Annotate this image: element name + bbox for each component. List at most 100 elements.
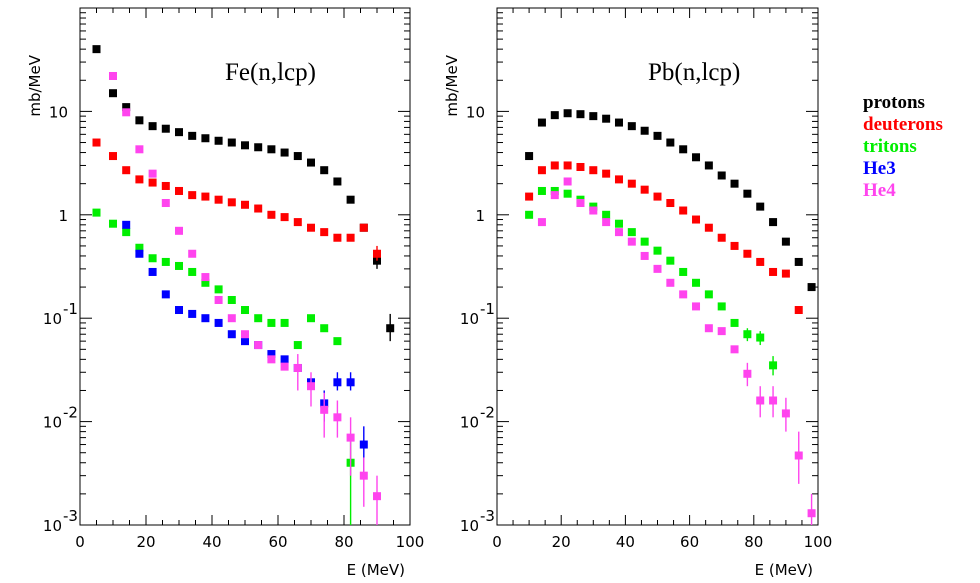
y-tick-exponent: -1 bbox=[480, 300, 495, 318]
data-point bbox=[769, 396, 778, 405]
data-point bbox=[769, 361, 778, 370]
y-tick-label: 10 bbox=[466, 103, 485, 121]
data-point bbox=[717, 302, 726, 311]
data-point bbox=[267, 355, 276, 364]
y-tick-label: 1 bbox=[58, 207, 68, 225]
data-point bbox=[241, 200, 249, 209]
data-point bbox=[175, 128, 183, 137]
data-point bbox=[589, 166, 598, 175]
data-point bbox=[333, 337, 342, 346]
y-tick-label: 1 bbox=[475, 207, 485, 225]
data-point bbox=[679, 206, 688, 215]
y-tick-label: 10 bbox=[460, 310, 479, 328]
data-point bbox=[743, 369, 752, 378]
data-point bbox=[743, 330, 752, 339]
data-point bbox=[175, 186, 183, 195]
data-point bbox=[307, 382, 315, 391]
series-deuterons bbox=[92, 138, 381, 261]
y-tick-label: 10 bbox=[49, 103, 68, 121]
data-point bbox=[692, 302, 701, 311]
data-point bbox=[589, 206, 598, 215]
y-axis-label: mb/MeV bbox=[26, 54, 44, 116]
data-point bbox=[807, 509, 816, 518]
data-point bbox=[280, 362, 289, 371]
data-point bbox=[627, 122, 636, 131]
data-point bbox=[320, 228, 329, 237]
data-point bbox=[188, 267, 197, 276]
data-point bbox=[679, 290, 688, 299]
data-point bbox=[122, 103, 131, 112]
data-point bbox=[756, 202, 765, 211]
series-tritons bbox=[92, 208, 355, 525]
data-point bbox=[614, 219, 623, 228]
data-point bbox=[227, 295, 236, 304]
data-point bbox=[148, 169, 157, 178]
data-point bbox=[346, 378, 355, 387]
y-tick-exponent: -1 bbox=[63, 300, 78, 318]
x-tick-label: 40 bbox=[616, 533, 635, 551]
data-point bbox=[653, 246, 662, 255]
data-point bbox=[267, 318, 276, 327]
x-tick-label: 100 bbox=[396, 533, 425, 551]
data-point bbox=[227, 198, 236, 207]
data-point bbox=[525, 192, 534, 201]
data-point bbox=[254, 314, 263, 323]
data-point bbox=[614, 118, 623, 127]
data-point bbox=[679, 145, 688, 154]
x-axis-label: E (MeV) bbox=[347, 561, 405, 579]
data-point bbox=[92, 45, 101, 54]
legend-entry-he4: He4 bbox=[863, 180, 896, 201]
series-deuterons bbox=[525, 161, 803, 315]
y-tick-label: 10 bbox=[460, 414, 479, 432]
data-point bbox=[333, 177, 342, 186]
data-point bbox=[109, 71, 117, 80]
data-point bbox=[135, 249, 144, 258]
data-point bbox=[227, 138, 236, 147]
data-point bbox=[550, 186, 559, 195]
series-protons bbox=[92, 45, 395, 342]
x-tick-label: 40 bbox=[202, 533, 221, 551]
data-point bbox=[666, 278, 675, 287]
data-point bbox=[122, 220, 131, 229]
data-point bbox=[602, 169, 611, 178]
series-protons bbox=[525, 109, 816, 292]
data-point bbox=[307, 314, 315, 323]
data-point bbox=[175, 261, 183, 270]
series-he4 bbox=[109, 71, 381, 525]
legend-entry-deuterons: deuterons bbox=[863, 114, 943, 135]
data-point bbox=[640, 251, 649, 260]
data-point bbox=[576, 162, 585, 171]
data-point bbox=[214, 136, 223, 145]
data-point bbox=[293, 218, 302, 227]
data-point bbox=[135, 145, 144, 154]
data-point bbox=[359, 440, 368, 449]
y-tick-exponent: -2 bbox=[63, 404, 78, 422]
x-axis-label: E (MeV) bbox=[755, 561, 813, 579]
data-point bbox=[756, 333, 765, 342]
y-tick-exponent: -3 bbox=[63, 507, 78, 525]
data-point bbox=[640, 185, 649, 194]
data-point bbox=[280, 213, 289, 222]
data-point bbox=[386, 324, 395, 333]
data-point bbox=[730, 345, 739, 354]
data-point bbox=[627, 179, 636, 188]
y-tick-label: 10 bbox=[43, 310, 62, 328]
data-point bbox=[214, 295, 223, 304]
data-point bbox=[254, 204, 263, 213]
data-point bbox=[320, 166, 329, 175]
data-point bbox=[743, 189, 752, 198]
data-point bbox=[188, 131, 197, 140]
data-point bbox=[161, 181, 170, 190]
data-point bbox=[320, 324, 329, 333]
data-point bbox=[201, 278, 210, 287]
data-point bbox=[241, 306, 249, 315]
data-point bbox=[743, 249, 752, 258]
data-point bbox=[293, 152, 302, 161]
x-tick-label: 100 bbox=[804, 533, 833, 551]
x-tick-label: 0 bbox=[75, 533, 85, 551]
data-point bbox=[704, 161, 713, 170]
data-point bbox=[537, 118, 546, 127]
data-point bbox=[148, 254, 157, 263]
data-point bbox=[241, 330, 249, 339]
